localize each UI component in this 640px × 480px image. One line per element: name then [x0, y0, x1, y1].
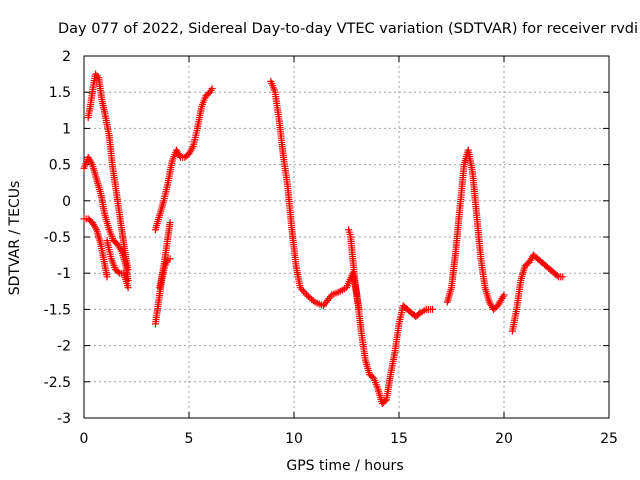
x-tick-label: 5 — [185, 431, 194, 447]
series-arc-2 — [80, 215, 111, 281]
x-axis-label: GPS time / hours — [286, 458, 403, 474]
y-tick-label: 0.5 — [49, 158, 71, 174]
y-tick-label: 1.5 — [49, 85, 71, 101]
data-point — [208, 85, 216, 93]
y-tick-label: -1 — [57, 266, 71, 282]
data-point — [299, 287, 307, 295]
x-tick-label: 15 — [390, 431, 408, 447]
data-point — [309, 297, 317, 305]
series-arc-9 — [345, 226, 363, 313]
x-tick-label: 20 — [495, 431, 513, 447]
data-point — [559, 273, 567, 281]
series-arc-3 — [84, 70, 132, 274]
data-point — [166, 219, 174, 227]
series-arc-1 — [80, 153, 132, 284]
data-point — [429, 305, 437, 313]
y-tick-label: -2 — [57, 339, 71, 355]
x-tick-label: 10 — [285, 431, 303, 447]
y-tick-label: 2 — [62, 49, 71, 65]
series-arc-7 — [156, 219, 174, 292]
data-point — [553, 272, 561, 280]
chart-title: Day 077 of 2022, Sidereal Day-to-day VTE… — [58, 21, 638, 37]
y-tick-label: -2.5 — [44, 375, 71, 391]
series-arc-4 — [103, 237, 132, 292]
series-arc-11 — [508, 251, 567, 335]
data-point — [355, 305, 363, 313]
data-point — [124, 284, 132, 292]
y-tick-label: 0 — [62, 194, 71, 210]
data-point — [500, 291, 508, 299]
y-tick-label: -3 — [57, 411, 71, 427]
series-arc-5 — [151, 85, 216, 234]
series-arc-10 — [443, 146, 508, 313]
y-tick-label: 1 — [62, 121, 71, 137]
grid — [84, 56, 609, 418]
y-tick-label: -0.5 — [44, 230, 71, 246]
x-tick-label: 25 — [600, 431, 618, 447]
y-tick-label: -1.5 — [44, 302, 71, 318]
axis-ticks: 0 5 10 15 20 25 -3 -2.5 -2 -1.5 -1 -0.5 0 0.5 1 1.5 2 — [44, 49, 618, 447]
data-points — [80, 70, 567, 408]
data-point — [114, 268, 122, 276]
x-tick-label: 0 — [80, 431, 89, 447]
data-point — [124, 266, 132, 274]
y-axis-label: SDTVAR / TECUs — [7, 181, 23, 296]
data-point — [301, 289, 309, 297]
data-point — [103, 273, 111, 281]
